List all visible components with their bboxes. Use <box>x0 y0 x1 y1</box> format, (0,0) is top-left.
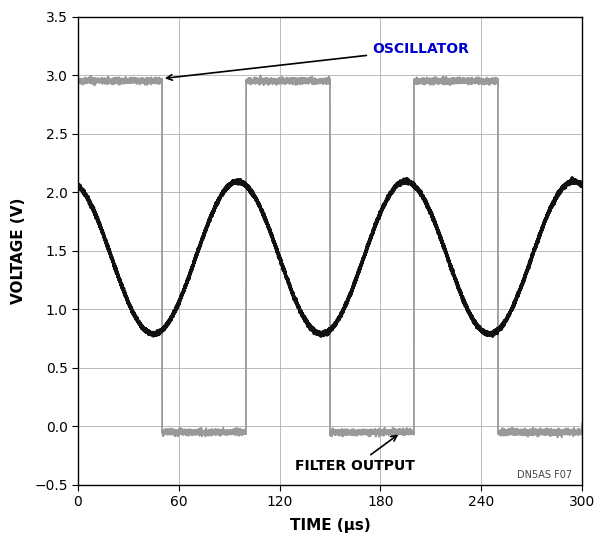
Text: FILTER OUTPUT: FILTER OUTPUT <box>295 435 415 473</box>
X-axis label: TIME (μs): TIME (μs) <box>290 517 370 533</box>
Text: OSCILLATOR: OSCILLATOR <box>167 42 469 80</box>
Y-axis label: VOLTAGE (V): VOLTAGE (V) <box>11 197 26 304</box>
Text: DN5AS F07: DN5AS F07 <box>517 470 572 480</box>
